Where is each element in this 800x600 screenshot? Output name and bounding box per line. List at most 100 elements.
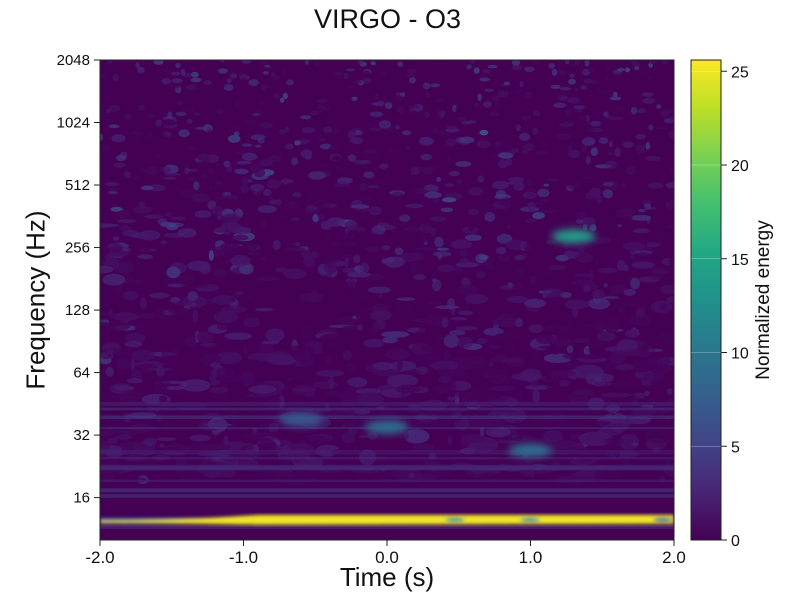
noise-speck xyxy=(464,234,482,241)
noise-speck xyxy=(361,77,372,84)
noise-speck xyxy=(386,141,397,147)
noise-speck xyxy=(177,147,190,155)
noise-speck xyxy=(415,328,428,340)
noise-speck xyxy=(359,262,370,274)
noise-speck xyxy=(126,378,143,384)
noise-speck xyxy=(166,224,179,231)
noise-speck xyxy=(344,419,372,430)
noise-speck xyxy=(289,217,300,222)
noise-speck xyxy=(644,390,650,397)
noise-speck xyxy=(595,102,600,107)
noise-speck xyxy=(604,322,619,333)
noise-speck xyxy=(402,369,423,376)
noise-speck xyxy=(234,168,249,175)
noise-speck xyxy=(186,84,198,91)
noise-speck xyxy=(342,230,354,236)
noise-speck xyxy=(540,77,548,85)
noise-speck xyxy=(557,335,571,341)
noise-speck xyxy=(564,299,589,310)
noise-speck xyxy=(611,180,619,191)
noise-speck xyxy=(494,194,511,200)
noise-speck xyxy=(248,79,259,86)
noise-speck xyxy=(512,268,524,280)
noise-speck xyxy=(622,241,646,251)
noise-speck xyxy=(165,419,170,433)
noise-speck xyxy=(272,93,280,99)
low-freq-stripe xyxy=(100,457,674,460)
noise-speck xyxy=(292,387,316,393)
noise-speck xyxy=(358,196,373,201)
noise-speck xyxy=(254,144,262,148)
x-tick-label: 2.0 xyxy=(662,548,686,567)
x-tick-label: -1.0 xyxy=(229,548,258,567)
noise-speck xyxy=(668,257,674,268)
noise-speck xyxy=(193,181,200,191)
noise-speck xyxy=(358,214,371,218)
noise-speck xyxy=(114,385,135,391)
noise-speck xyxy=(100,311,109,315)
noise-speck xyxy=(342,235,348,240)
noise-speck xyxy=(271,74,281,81)
noise-speck xyxy=(213,246,225,258)
noise-speck xyxy=(532,127,538,135)
noise-speck xyxy=(115,357,132,371)
noise-speck xyxy=(483,327,504,336)
noise-speck xyxy=(260,221,268,231)
noise-speck xyxy=(102,273,126,286)
noise-speck xyxy=(565,313,575,325)
noise-speck xyxy=(163,176,177,180)
noise-speck xyxy=(175,111,187,117)
noise-speck xyxy=(410,166,420,176)
noise-speck xyxy=(492,180,509,190)
noise-speck xyxy=(133,165,143,173)
noise-speck xyxy=(524,298,546,308)
noise-speck xyxy=(240,340,255,348)
noise-speck xyxy=(567,97,580,104)
noise-speck xyxy=(614,147,621,157)
noise-speck xyxy=(369,310,392,321)
noise-speck xyxy=(501,313,509,321)
noise-speck xyxy=(170,84,180,89)
noise-speck xyxy=(179,189,197,198)
noise-speck xyxy=(117,209,130,219)
noise-speck xyxy=(666,224,674,230)
noise-speck xyxy=(130,369,143,380)
noise-speck xyxy=(575,252,594,263)
signal-band-notch xyxy=(520,517,540,523)
noise-speck xyxy=(648,124,654,131)
noise-speck xyxy=(524,178,542,186)
noise-speck xyxy=(191,71,199,78)
noise-speck xyxy=(200,342,217,348)
noise-speck xyxy=(347,278,357,290)
noise-speck xyxy=(589,187,602,198)
noise-speck xyxy=(256,276,279,281)
noise-speck xyxy=(548,265,567,271)
x-axis: -2.0 -1.0 0.0 1.0 2.0 xyxy=(85,540,686,567)
noise-speck xyxy=(403,429,430,444)
noise-speck xyxy=(310,110,320,116)
noise-speck xyxy=(600,392,633,398)
noise-speck xyxy=(405,73,417,78)
noise-speck xyxy=(286,201,300,209)
noise-speck xyxy=(519,132,531,141)
energy-blob xyxy=(365,420,409,435)
noise-speck xyxy=(247,178,253,183)
noise-speck xyxy=(609,96,622,101)
noise-speck xyxy=(590,147,598,156)
noise-speck xyxy=(133,206,153,214)
noise-speck xyxy=(234,291,244,296)
noise-speck xyxy=(432,135,437,142)
noise-speck xyxy=(668,130,674,139)
noise-speck xyxy=(208,249,214,261)
noise-speck xyxy=(416,234,434,243)
noise-speck xyxy=(104,320,131,332)
noise-speck xyxy=(111,134,126,143)
noise-speck xyxy=(100,430,115,437)
noise-speck xyxy=(479,254,489,260)
noise-speck xyxy=(321,162,329,168)
noise-speck xyxy=(232,234,249,241)
noise-speck xyxy=(275,410,287,415)
noise-speck xyxy=(479,77,490,82)
noise-speck xyxy=(113,312,139,322)
